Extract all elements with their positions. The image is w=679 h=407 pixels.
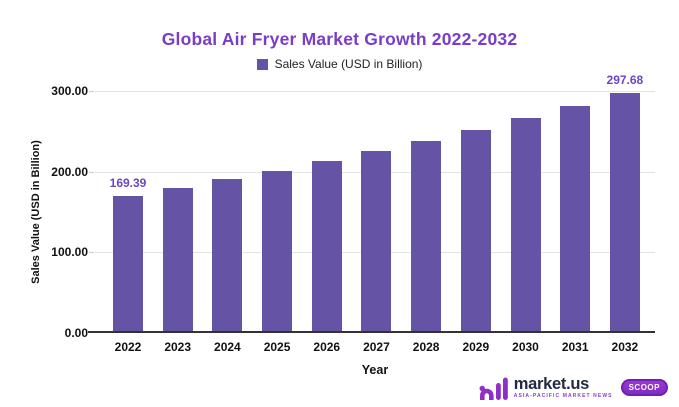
bar [162, 187, 193, 331]
scoop-badge: SCOOP [620, 379, 668, 396]
bar-cell: 2023 [162, 91, 193, 354]
legend-swatch-icon [256, 58, 268, 70]
bar-cell: 2029 [460, 91, 491, 354]
y-tick-label: 100.00 [51, 245, 88, 260]
bar [262, 170, 293, 331]
x-tick-label: 2032 [611, 340, 639, 354]
x-tick-label: 2026 [313, 340, 341, 354]
x-axis-title: Year [361, 363, 389, 377]
y-tickmark [89, 91, 94, 92]
bar [609, 92, 640, 331]
gridline-300 [95, 91, 655, 92]
bar-cell: 2024 [212, 91, 243, 354]
y-tick-label: 200.00 [51, 164, 88, 179]
y-tick-label: 0.00 [64, 326, 88, 340]
bar [560, 105, 591, 331]
bar-cell: 2032 297.68 [607, 73, 644, 354]
bar [212, 179, 243, 331]
legend-label: Sales Value (USD in Billion) [274, 57, 423, 71]
bar-cell: 2022 169.39 [110, 91, 147, 355]
bar-cell: 2030 [510, 91, 541, 354]
bar [510, 118, 541, 331]
x-tick-label: 2025 [263, 340, 291, 354]
brand-tagline: ASIA-PACIFIC MARKET NEWS [513, 393, 613, 400]
bar-cell: 2025 [262, 91, 293, 354]
bars: 2022 169.39 2023 2024 2025 2026 2027 2028 2029 20… [95, 73, 655, 355]
bar-cell: 2028 [411, 91, 442, 354]
bar [311, 161, 342, 331]
bar-cell: 2026 [311, 91, 342, 354]
x-axis-line [88, 331, 95, 333]
bar [411, 140, 442, 331]
bar [361, 151, 392, 331]
bar-cell: 2031 [560, 91, 591, 354]
x-tick-label: 2024 [214, 340, 241, 354]
y-tickmark [89, 252, 94, 254]
x-tick-label: 2027 [363, 340, 390, 354]
x-tick-label: 2030 [512, 340, 539, 354]
brand-name: market.us [513, 374, 590, 393]
bar [460, 129, 491, 331]
x-tick-label: 2028 [412, 340, 440, 354]
y-tickmark [89, 171, 94, 173]
bar-value-label: 297.68 [606, 72, 644, 87]
chart-title: Global Air Fryer Market Growth 2022-2032 [161, 29, 518, 49]
x-tick-label: 2031 [561, 340, 589, 354]
bar [113, 195, 143, 331]
brand-footer[interactable]: market.us ASIA-PACIFIC MARKET NEWS SCOOP [479, 374, 668, 401]
marketus-logo-icon [479, 377, 508, 400]
x-tick-label: 2029 [462, 340, 490, 354]
x-tick-label: 2023 [164, 340, 192, 354]
bar-value-label: 169.39 [109, 175, 147, 190]
brand-text-block: market.us ASIA-PACIFIC MARKET NEWS [514, 376, 613, 400]
bar-cell: 2027 [361, 91, 392, 354]
plot-area: 2022 169.39 2023 2024 2025 2026 2027 2028 2029 20… [88, 73, 655, 355]
legend: Sales Value (USD in Billion) [0, 57, 679, 71]
y-axis-ticks: 300.00 200.00 100.00 0.00 [0, 84, 88, 340]
x-tick-label: 2022 [114, 340, 142, 354]
y-tick-label: 300.00 [51, 84, 88, 98]
